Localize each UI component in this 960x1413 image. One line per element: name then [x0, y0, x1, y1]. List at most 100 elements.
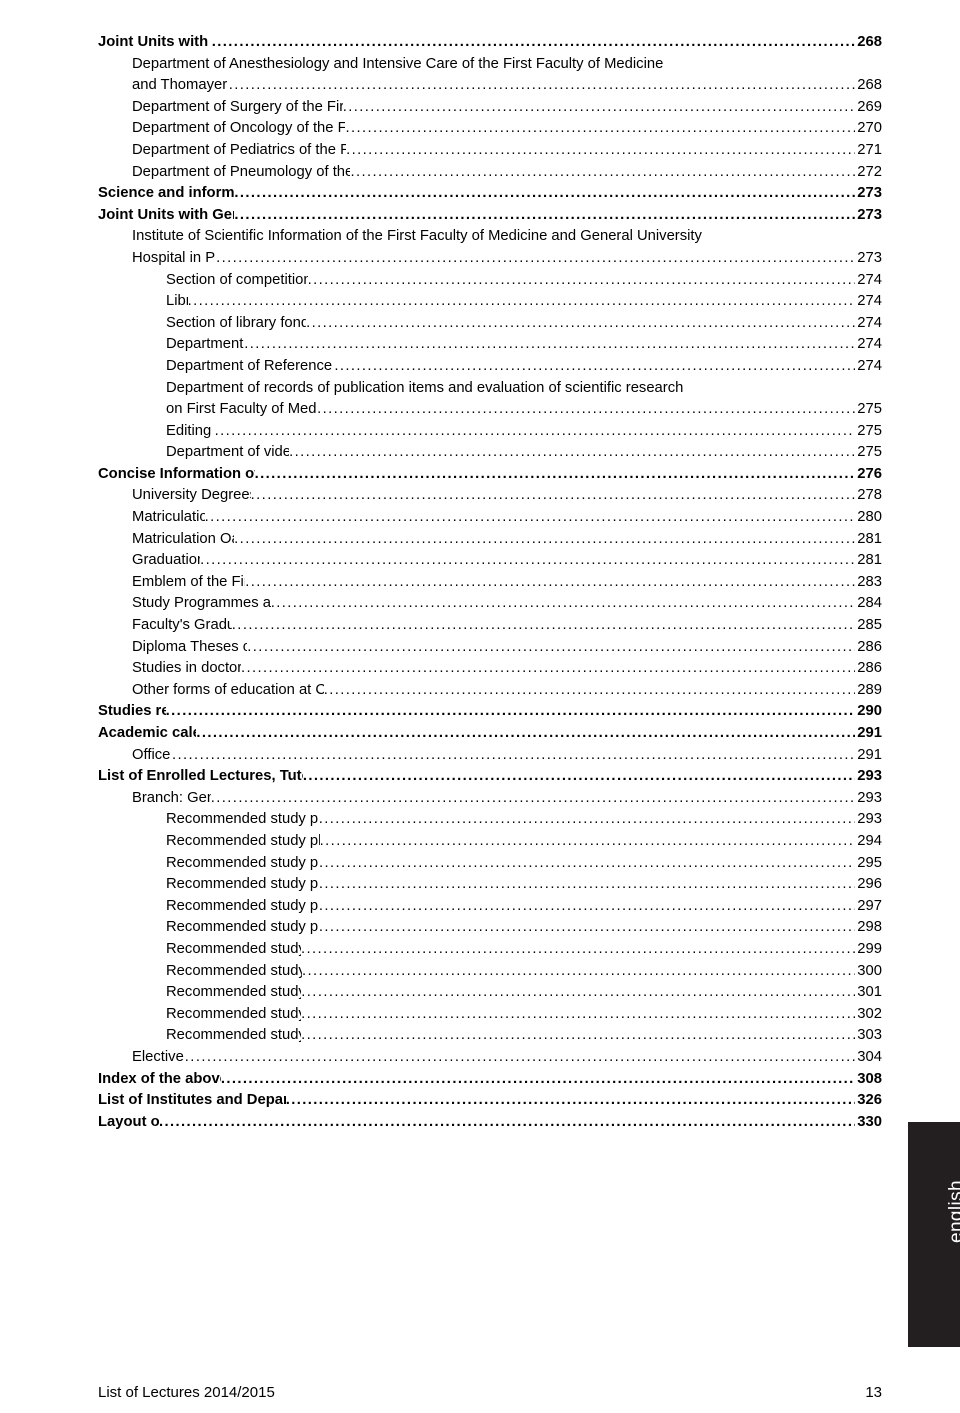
toc-leader-dots	[350, 162, 855, 184]
toc-entry-page: 280	[855, 507, 882, 529]
toc-leader-dots	[244, 334, 855, 356]
toc-entry: Recommended study plan of the 2nd year –…	[98, 961, 882, 983]
toc-entry-page: 293	[855, 788, 882, 810]
toc-entry-text: Recommended study plan of the 5th year –…	[166, 896, 319, 918]
toc-entry-page: 268	[855, 32, 882, 54]
toc-entry: Section of library fond administration a…	[98, 313, 882, 335]
toc-leader-dots	[334, 356, 855, 378]
toc-entry: Branch: General Medicine 293	[98, 788, 882, 810]
toc-entry: Recommended study plan of the 2nd year –…	[98, 831, 882, 853]
toc-entry-text: Recommended study plan of the 1st year –…	[166, 809, 319, 831]
toc-entry: Studies regulations 290	[98, 701, 882, 723]
toc-entry-text: Recommended study plan of the 5th year –…	[166, 1025, 301, 1047]
toc-entry-page: 276	[855, 464, 882, 486]
toc-entry-page: 293	[855, 809, 882, 831]
toc-entry-text: and Thomayer Hospital (NS 450)	[132, 75, 229, 97]
toc-container: Joint Units with Thomayer Hospital 268De…	[0, 0, 960, 1133]
toc-entry: Department of Pneumology of the First Fa…	[98, 162, 882, 184]
toc-leader-dots	[216, 248, 855, 270]
toc-entry-continuation: Department of Anesthesiology and Intensi…	[98, 54, 882, 76]
toc-entry-page: 326	[855, 1090, 882, 1112]
toc-entry-text: Recommended study plan of the 1st year –…	[166, 939, 301, 961]
toc-entry-text: Recommended study plan of the 6th year –…	[166, 917, 319, 939]
toc-entry: Office Hours 291	[98, 745, 882, 767]
toc-entry-page: 275	[855, 421, 882, 443]
toc-entry-text: Joint Units with General University Hosp…	[98, 205, 234, 227]
toc-leader-dots	[319, 896, 855, 918]
toc-entry: Department of Oncology of the First Facu…	[98, 118, 882, 140]
toc-leader-dots	[346, 140, 855, 162]
toc-leader-dots	[319, 853, 855, 875]
toc-entry: Department of digitalisation 274	[98, 334, 882, 356]
toc-entry-page: 275	[855, 399, 882, 421]
toc-leader-dots	[319, 874, 855, 896]
toc-entry-page: 295	[855, 853, 882, 875]
toc-entry-page: 274	[855, 270, 882, 292]
toc-leader-dots	[302, 961, 855, 983]
toc-leader-dots	[255, 464, 856, 486]
toc-entry-page: 271	[855, 140, 882, 162]
toc-entry-page: 298	[855, 917, 882, 939]
toc-leader-dots	[196, 723, 855, 745]
toc-entry-text: Faculty's Graduates Qualifications	[132, 615, 232, 637]
toc-entry: Elective subjects 304	[98, 1047, 882, 1069]
toc-leader-dots	[247, 637, 855, 659]
toc-leader-dots	[221, 1069, 855, 1091]
toc-leader-dots	[301, 939, 855, 961]
toc-entry-page: 289	[855, 680, 882, 702]
toc-entry: Recommended study plan of the 5th year –…	[98, 1025, 882, 1047]
toc-leader-dots	[212, 32, 856, 54]
toc-entry-text: Department of digitalisation	[166, 334, 244, 356]
toc-entry: Recommended study plan of the 4th year –…	[98, 874, 882, 896]
toc-entry: Recommended study plan of the 3rd year –…	[98, 982, 882, 1004]
toc-entry-text: Library	[166, 291, 188, 313]
toc-entry-page: 294	[855, 831, 882, 853]
toc-entry-page: 286	[855, 637, 882, 659]
toc-entry: Faculty's Graduates Qualifications 285	[98, 615, 882, 637]
toc-leader-dots	[317, 399, 855, 421]
toc-entry-page: 303	[855, 1025, 882, 1047]
toc-leader-dots	[289, 442, 855, 464]
toc-entry: Recommended study plan of the 6th year –…	[98, 917, 882, 939]
toc-entry: Joint Units with General University Hosp…	[98, 205, 882, 227]
toc-entry-page: 291	[855, 745, 882, 767]
toc-leader-dots	[234, 183, 855, 205]
toc-entry-page: 275	[855, 442, 882, 464]
toc-leader-dots	[172, 745, 855, 767]
toc-entry-text: Section of library fond administration a…	[166, 313, 306, 335]
toc-leader-dots	[215, 421, 856, 443]
toc-entry: Department of Surgery of the First Facul…	[98, 97, 882, 119]
toc-entry-text: University Degrees and Academic Grades	[132, 485, 251, 507]
toc-entry-page: 301	[855, 982, 882, 1004]
toc-entry-text: Recommended study plan of the 3rd year –…	[166, 982, 301, 1004]
toc-entry-page: 273	[855, 205, 882, 227]
footer-page-number: 13	[865, 1384, 882, 1401]
toc-entry: Matriculation Oath of the University 281	[98, 529, 882, 551]
toc-entry-text: Academic calendar 2014/2015	[98, 723, 196, 745]
toc-leader-dots	[159, 1112, 855, 1134]
toc-entry: Science and information units of the fac…	[98, 183, 882, 205]
toc-entry-text: Matriculation Ceremony	[132, 507, 205, 529]
toc-entry-page: 274	[855, 356, 882, 378]
toc-leader-dots	[229, 75, 856, 97]
toc-entry-text: Diploma Theses of the Medical Students	[132, 637, 247, 659]
toc-entry-text: Recommended study plan of the 4th year –…	[166, 874, 319, 896]
toc-entry: Department of video and photo documentat…	[98, 442, 882, 464]
toc-entry-page: 274	[855, 334, 882, 356]
toc-entry-page: 273	[855, 183, 882, 205]
toc-entry-text: Hospital in Prague (NS 890)	[132, 248, 216, 270]
toc-entry-text: Section of competition and records of li…	[166, 270, 308, 292]
toc-entry-text: Study Programmes at the First Faculty of…	[132, 593, 271, 615]
toc-leader-dots	[324, 680, 856, 702]
toc-entry-text: Other forms of education at Charles Univ…	[132, 680, 324, 702]
page-footer: List of Lectures 2014/2015 13	[98, 1384, 882, 1401]
toc-leader-dots	[234, 529, 855, 551]
toc-entry-page: 302	[855, 1004, 882, 1026]
toc-entry-page: 274	[855, 291, 882, 313]
toc-entry: Department of Pediatrics of the First Fa…	[98, 140, 882, 162]
toc-entry-text: List of Institutes and Departments of th…	[98, 1090, 286, 1112]
toc-entry: Study Programmes at the First Faculty of…	[98, 593, 882, 615]
toc-entry: Concise Information of the First Faculty…	[98, 464, 882, 486]
toc-entry-text: Index of the above Mentioned Workers	[98, 1069, 221, 1091]
toc-leader-dots	[271, 593, 856, 615]
